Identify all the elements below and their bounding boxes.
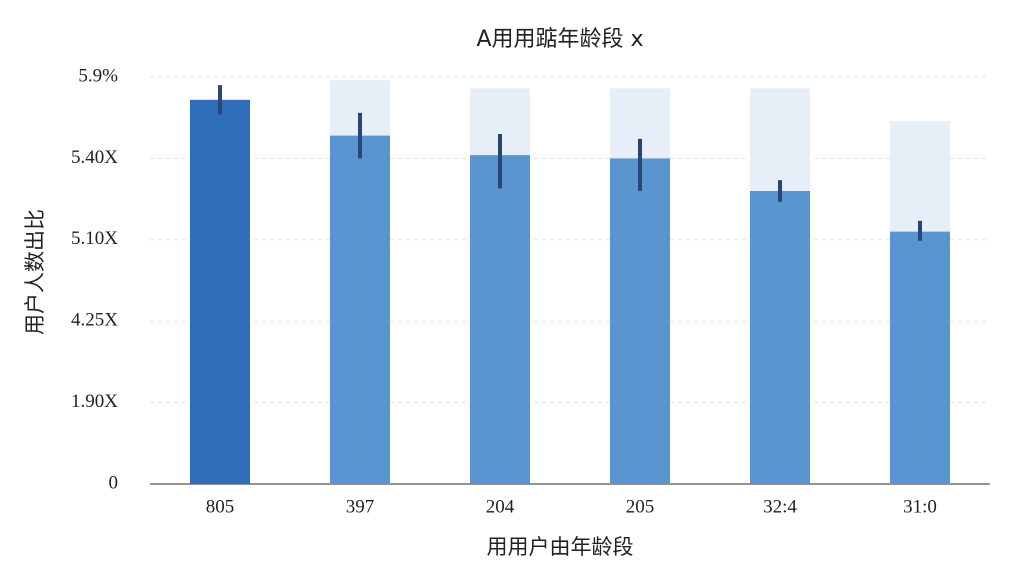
bar <box>610 158 670 484</box>
y-tick-label: 5.40X <box>71 147 118 168</box>
bar <box>330 135 390 484</box>
bar <box>470 155 530 485</box>
chart-title: A用用踮年龄段 x <box>476 27 643 52</box>
x-tick-label: 397 <box>346 496 375 517</box>
x-tick-label: 805 <box>206 496 235 517</box>
bar <box>750 190 810 484</box>
y-tick-label: 0 <box>109 472 119 493</box>
y-tick-label: 5.9% <box>78 65 118 86</box>
x-tick-label: 31:0 <box>903 496 937 517</box>
y-tick-label: 1.90X <box>71 391 118 412</box>
y-tick-label: 5.10X <box>71 228 118 249</box>
x-tick-label: 205 <box>626 496 655 517</box>
bar <box>190 99 250 485</box>
bar <box>890 231 950 484</box>
x-tick-label: 32:4 <box>763 496 797 517</box>
y-axis-label: 用户人数出比 <box>23 209 47 335</box>
y-tick-label: 4.25X <box>71 310 118 331</box>
x-tick-label: 204 <box>486 496 515 517</box>
x-axis-label: 用用户由年龄段 <box>487 535 634 559</box>
